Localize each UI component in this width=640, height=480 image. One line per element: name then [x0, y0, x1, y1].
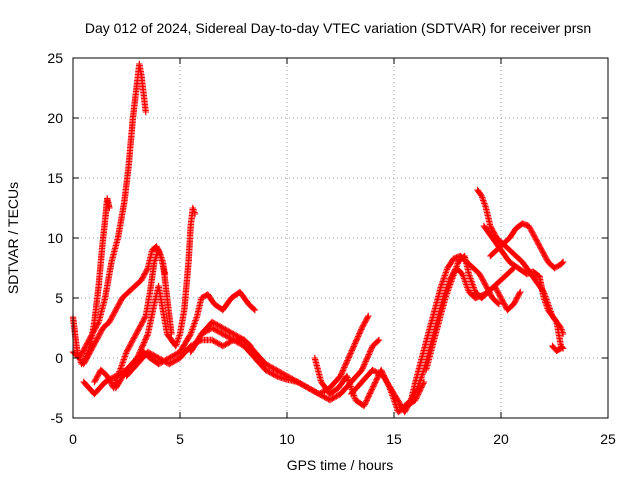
y-tick-label: -5: [51, 410, 64, 426]
y-tick-label: 15: [47, 170, 63, 186]
x-tick-label: 0: [69, 431, 77, 447]
y-tick-label: 0: [55, 350, 63, 366]
plus-markers: [311, 354, 428, 416]
y-tick-label: 20: [47, 110, 63, 126]
grid: [73, 58, 608, 418]
x-tick-label: 15: [386, 431, 402, 447]
y-axis-label: SDTVAR / TECUs: [5, 182, 21, 294]
series-track-e: [91, 246, 175, 392]
series-track-q: [549, 342, 565, 354]
x-tick-labels: 0 5 10 15 20 25: [69, 431, 616, 447]
plus-markers: [480, 222, 567, 352]
series-track-g: [112, 288, 259, 392]
y-tick-label: 5: [55, 290, 63, 306]
x-tick-label: 25: [600, 431, 616, 447]
x-tick-label: 5: [176, 431, 184, 447]
plus-markers: [80, 204, 199, 398]
series-track-p: [487, 220, 567, 272]
plus-markers: [91, 246, 175, 392]
x-tick-label: 20: [493, 431, 509, 447]
y-tick-label: 10: [47, 230, 63, 246]
plus-markers: [401, 264, 517, 410]
series-track-l: [401, 264, 517, 410]
series-track-m: [422, 252, 524, 374]
data-marks: [69, 60, 567, 416]
plus-markers: [487, 220, 567, 272]
series-track-j: [311, 354, 428, 416]
x-tick-label: 10: [279, 431, 295, 447]
y-tick-labels: -5 0 5 10 15 20 25: [47, 50, 63, 426]
axis-ticks: [72, 57, 609, 419]
plus-markers: [112, 288, 259, 392]
x-axis-label: GPS time / hours: [287, 457, 394, 473]
series-track-d: [80, 204, 199, 398]
chart-title: Day 012 of 2024, Sidereal Day-to-day VTE…: [85, 20, 591, 36]
plus-markers: [549, 342, 565, 354]
series-track-o: [480, 222, 567, 352]
plus-markers: [422, 252, 524, 374]
y-tick-label: 25: [47, 50, 63, 66]
